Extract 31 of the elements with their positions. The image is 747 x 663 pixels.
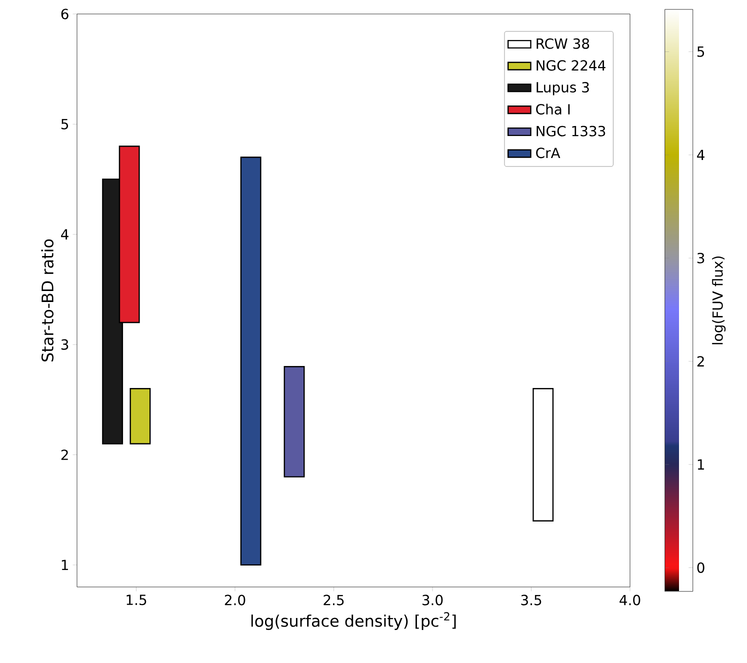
y-tick-label: 1 [62,560,68,570]
color-bar-label: 2 [697,356,704,366]
legend-label: CrA [536,148,560,158]
x-tick-label: 1.5 [126,594,146,606]
x-tick-label: 2.5 [324,594,344,606]
y-tick-label: 5 [61,118,68,130]
y-tick-label: 2 [61,450,68,460]
bar [240,156,262,566]
x-tick-label: 3.5 [521,594,542,606]
bar [284,366,305,478]
y-tick-label: 6 [61,8,68,20]
legend-label: Lupus 3 [536,82,589,96]
color-bar-label: 4 [697,150,704,160]
legend-label: NGC 1333 [536,126,606,136]
y-axis-title: Star-to-BD ratio [41,239,54,362]
legend-label: Cha I [536,104,570,115]
color-bar-title: log(FUV flux) [712,256,726,344]
x-tick-label: 3.0 [422,594,443,606]
color-bar-label: 3 [697,252,704,264]
legend-label: NGC 2244 [536,60,606,71]
y-tick-label: 4 [61,229,68,240]
bar [130,388,151,444]
x-axis-title: log(surface density) [pc$^{-2}$] [251,612,456,630]
x-tick-label: 4.0 [620,594,640,606]
x-tick-label: 2.0 [224,594,246,606]
bar [532,388,554,522]
y-tick-label: 3 [61,339,68,350]
color-bar-label: 1 [698,459,704,470]
color-bar-label: 5 [697,46,704,57]
legend-label: RCW 38 [536,38,590,49]
color-bar-label: 0 [697,562,704,573]
